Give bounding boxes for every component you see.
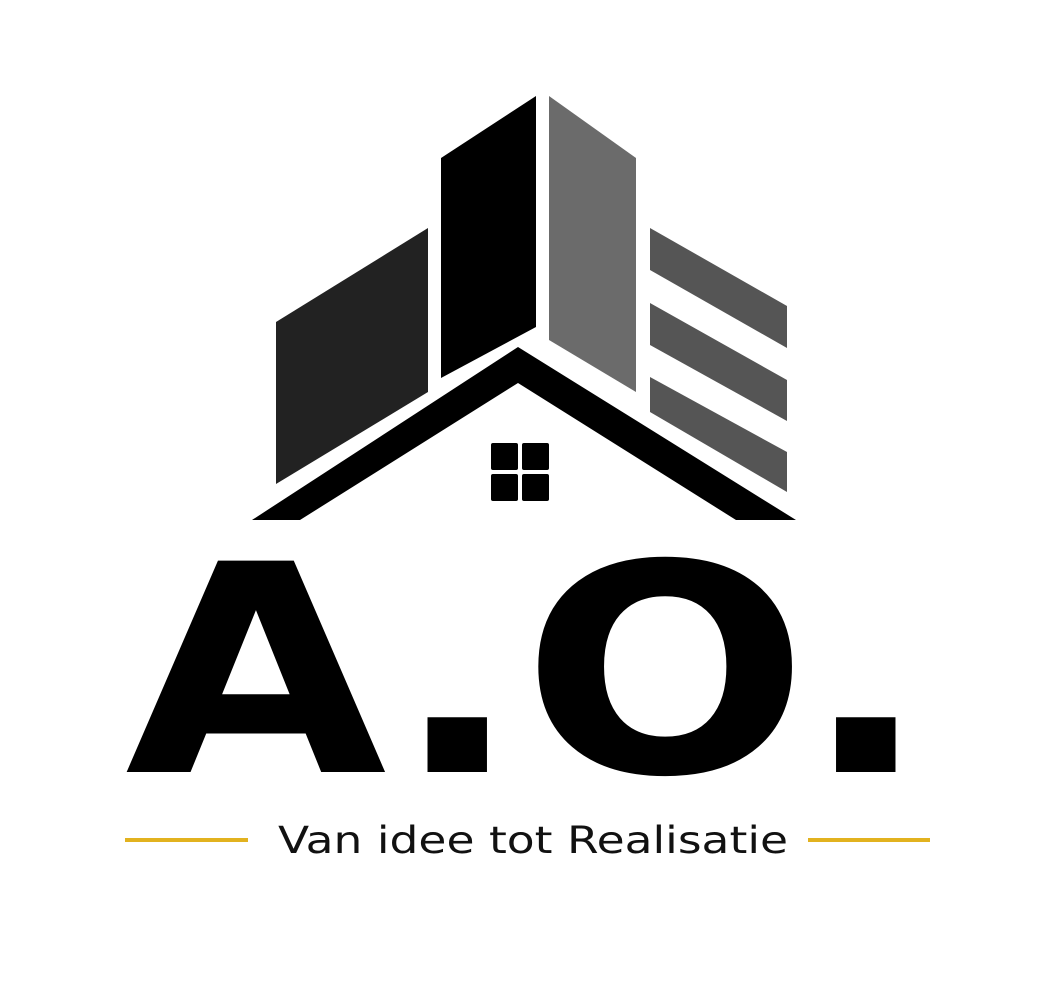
roof xyxy=(252,347,796,520)
tagline: Van idee tot Realisatie xyxy=(278,819,788,862)
stripe xyxy=(650,377,787,492)
logo-mark: A.O. xyxy=(125,504,930,841)
stripe xyxy=(650,228,787,348)
window xyxy=(491,443,549,501)
stripe xyxy=(650,303,787,421)
building-left xyxy=(276,228,428,484)
building-center xyxy=(441,96,536,378)
building-gray xyxy=(549,96,636,392)
